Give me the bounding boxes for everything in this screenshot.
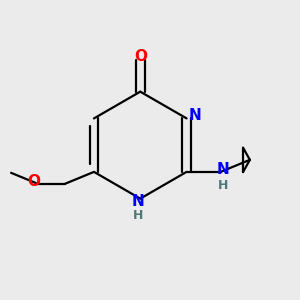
Text: N: N bbox=[131, 194, 144, 208]
Text: H: H bbox=[133, 209, 143, 222]
Text: H: H bbox=[218, 179, 228, 192]
Text: N: N bbox=[217, 162, 230, 177]
Text: O: O bbox=[134, 49, 147, 64]
Text: O: O bbox=[28, 174, 40, 189]
Text: N: N bbox=[189, 109, 202, 124]
